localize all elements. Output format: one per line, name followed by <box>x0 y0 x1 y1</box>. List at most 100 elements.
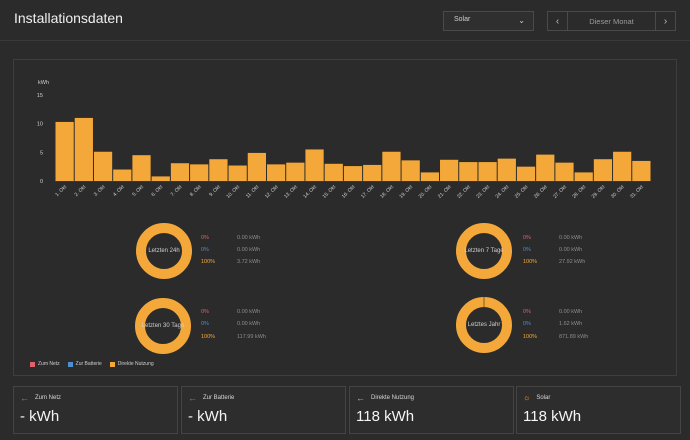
direct-value: 3.72 kWh <box>237 259 261 265</box>
x-tick-label: 21. Okt <box>437 184 453 200</box>
arrow-left-icon: ← <box>356 393 365 403</box>
to-grid-pct: 0% <box>201 309 209 315</box>
direct-value: 871.89 kWh <box>559 334 589 340</box>
to-battery-value: 0.00 kWh <box>237 321 261 327</box>
x-tick-label: 9. Okt <box>208 184 222 198</box>
legend-item-to-grid[interactable]: Zum Netz <box>30 361 60 367</box>
to-battery-pct: 0% <box>201 321 209 327</box>
bar[interactable] <box>93 151 113 181</box>
donut-ring <box>456 223 512 279</box>
donut-ring <box>456 297 512 353</box>
bar[interactable] <box>74 117 93 181</box>
to-grid-pct: 0% <box>523 309 531 315</box>
x-tick-label: 30. Okt <box>610 184 626 200</box>
donut-label: Letzten 7 Tage <box>464 248 504 254</box>
bar[interactable] <box>401 160 420 181</box>
x-tick-label: 28. Okt <box>571 184 587 200</box>
x-tick-label: 6. Okt <box>150 184 164 198</box>
bar[interactable] <box>478 162 497 181</box>
card-direkte-nutzung: ← Direkte Nutzung 118 kWh <box>349 386 514 434</box>
bar[interactable] <box>305 149 324 181</box>
x-tick-label: 31. Okt <box>629 184 645 200</box>
to-grid-value: 0.00 kWh <box>237 235 261 241</box>
bar[interactable] <box>574 172 593 181</box>
previous-period-button[interactable]: ‹ <box>548 12 567 30</box>
next-period-button[interactable]: › <box>656 12 675 30</box>
sun-icon: ☼ <box>523 393 531 402</box>
to-battery-pct: 0% <box>523 321 531 327</box>
bar[interactable] <box>459 162 478 181</box>
bar[interactable] <box>516 166 536 181</box>
arrow-left-icon: ← <box>20 393 29 403</box>
to-grid-pct: 0% <box>201 235 209 241</box>
bar[interactable] <box>286 162 305 181</box>
bar[interactable] <box>555 162 574 181</box>
x-tick-label: 5. Okt <box>131 184 145 198</box>
bar[interactable] <box>247 152 266 181</box>
to-battery-value: 0.00 kWh <box>559 247 583 253</box>
chevron-down-icon: ⌄ <box>518 16 525 25</box>
to-battery-value: 0.00 kWh <box>237 247 261 253</box>
card-header: ← Zur Batterie <box>188 394 234 403</box>
y-tick-label: 5 <box>40 150 43 156</box>
legend: Zum Netz Zur Batterie Direkte Nutzung <box>30 361 154 367</box>
bar[interactable] <box>55 121 74 181</box>
bar[interactable] <box>536 154 555 181</box>
x-tick-label: 17. Okt <box>360 184 376 200</box>
top-bar: Installationsdaten Solar ⌄ ‹ Dieser Mona… <box>0 0 690 41</box>
bar[interactable] <box>440 159 459 181</box>
legend-item-direct[interactable]: Direkte Nutzung <box>109 361 154 367</box>
bar[interactable] <box>382 151 401 181</box>
bar[interactable] <box>613 151 632 181</box>
donut-label: Letztes Jahr <box>467 322 501 328</box>
bar[interactable] <box>363 164 382 181</box>
card-value: - kWh <box>20 408 60 425</box>
donut-letzten-30-tage: Letzten 30 Tage 0% 0.00 kWh 0% 0.00 kWh 10… <box>134 297 274 357</box>
legend-item-to-battery[interactable]: Zur Batterie <box>67 361 102 367</box>
bar[interactable] <box>170 163 190 181</box>
bar[interactable] <box>228 165 247 181</box>
source-select[interactable]: Solar ⌄ <box>443 11 534 31</box>
bar[interactable] <box>497 158 516 181</box>
y-tick-label: 0 <box>40 179 43 185</box>
x-tick-label: 2. Okt <box>74 184 88 198</box>
donut-ring <box>135 298 191 354</box>
x-tick-label: 22. Okt <box>456 184 472 200</box>
bar[interactable] <box>632 160 651 181</box>
legend-swatch <box>109 361 115 367</box>
card-header: ← Direkte Nutzung <box>356 393 414 403</box>
bar[interactable] <box>420 172 440 181</box>
bar[interactable] <box>324 163 343 181</box>
donut-ring <box>136 223 192 279</box>
bar[interactable] <box>266 164 286 181</box>
bar[interactable] <box>593 159 613 181</box>
x-tick-label: 20. Okt <box>418 184 434 200</box>
x-tick-label: 19. Okt <box>398 184 414 200</box>
chevron-left-icon: ‹ <box>555 15 560 27</box>
y-tick-label: 15 <box>37 93 43 99</box>
bar[interactable] <box>132 155 151 181</box>
x-tick-label: 25. Okt <box>514 184 530 200</box>
x-tick-label: 26. Okt <box>533 184 549 200</box>
bar[interactable] <box>343 166 363 181</box>
bar[interactable] <box>151 176 170 181</box>
card-solar: ☼ Solar 118 kWh <box>516 386 681 434</box>
to-grid-value: 0.00 kWh <box>559 309 583 315</box>
legend-swatch <box>67 361 73 367</box>
bar[interactable] <box>190 164 209 181</box>
x-tick-label: 14. Okt <box>302 184 318 200</box>
legend-label: Zum Netz <box>38 361 60 367</box>
donut-letzten-24h: Letzten 24h 0% 0.00 kWh 0% 0.00 kWh 100% 3.… <box>135 222 275 282</box>
x-tick-label: 18. Okt <box>379 184 395 200</box>
bar[interactable] <box>113 169 132 181</box>
donut-letzten-7-tage: Letzten 7 Tage 0% 0.00 kWh 0% 0.00 kWh 100… <box>455 222 595 282</box>
x-tick-label: 12. Okt <box>264 184 280 200</box>
x-tick-label: 8. Okt <box>189 184 203 198</box>
period-label[interactable]: Dieser Monat <box>567 12 656 30</box>
to-battery-pct: 0% <box>201 247 209 253</box>
to-grid-value: 0.00 kWh <box>237 309 261 315</box>
bar[interactable] <box>209 159 228 181</box>
x-tick-label: 10. Okt <box>225 184 241 200</box>
direct-pct: 100% <box>523 334 538 340</box>
